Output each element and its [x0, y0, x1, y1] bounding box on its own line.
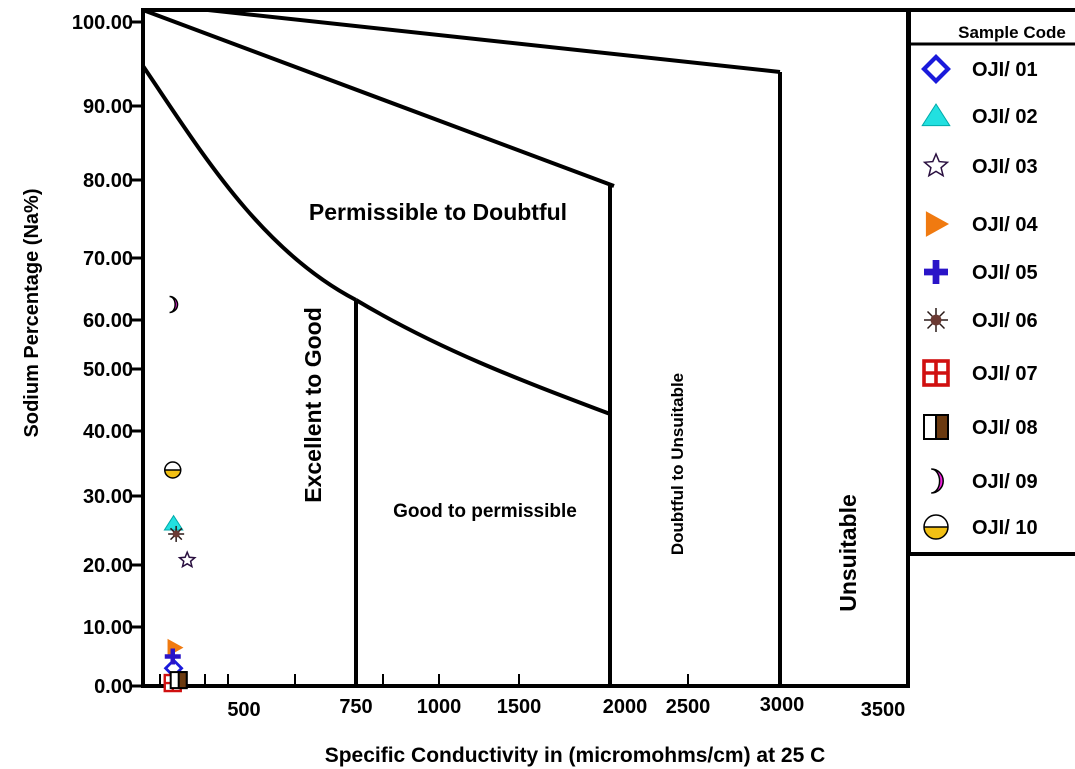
data-point: [177, 550, 197, 569]
legend-marker: [924, 260, 948, 284]
legend: Sample Code OJI/ 01 OJI/ 02 OJI/ 03 OJI/ 04…: [907, 8, 1075, 556]
y-tick-label: 30.00: [83, 486, 133, 508]
legend-item: OJI/ 06: [924, 308, 1038, 332]
legend-marker: [931, 468, 944, 494]
legend-marker: [924, 308, 948, 332]
y-tick-label: 0.00: [94, 676, 133, 698]
data-point: [168, 525, 185, 542]
legend-label: OJI/ 05: [972, 262, 1038, 284]
data-point: [169, 295, 179, 314]
data-point: [167, 638, 184, 657]
legend-item: OJI/ 03: [922, 152, 1038, 178]
y-axis-title: Sodium Percentage (Na%): [21, 189, 43, 438]
plot-frame: [141, 8, 910, 688]
classification-boundaries: [141, 8, 782, 686]
legend-label: OJI/ 09: [972, 471, 1038, 493]
data-point: [164, 461, 182, 479]
x-tick-label: 750: [339, 696, 372, 718]
legend-item: OJI/ 07: [922, 359, 1038, 387]
data-point: [163, 514, 184, 531]
y-tick-label: 70.00: [83, 248, 133, 270]
legend-item: OJI/ 01: [921, 54, 1038, 84]
legend-label: OJI/ 02: [972, 106, 1038, 128]
x-tick-label: 2500: [666, 696, 711, 718]
region-label-doubtful: Doubtful to Unsuitable: [668, 373, 687, 555]
boundary-excellent-curve: [141, 64, 357, 302]
x-tick-label: 3500: [861, 699, 906, 721]
legend-label: OJI/ 03: [972, 156, 1038, 178]
legend-item: OJI/ 05: [924, 260, 1038, 284]
y-tick-label: 50.00: [83, 359, 133, 381]
legend-label: OJI/ 04: [972, 214, 1038, 236]
legend-marker: [922, 152, 950, 178]
legend-marker: [923, 414, 949, 440]
y-axis-tick-labels: 0.00 10.00 20.00 30.00 40.00 50.00 60.00…: [72, 12, 133, 698]
y-tick-label: 60.00: [83, 310, 133, 332]
legend-item: OJI/ 04: [925, 211, 1038, 237]
y-tick-label: 100.00: [72, 12, 133, 34]
y-tick-label: 10.00: [83, 617, 133, 639]
data-point: [169, 671, 188, 690]
data-points: [163, 295, 197, 693]
legend-item: OJI/ 10: [923, 514, 1038, 540]
legend-label: OJI/ 06: [972, 310, 1038, 332]
x-tick-label: 1500: [497, 696, 542, 718]
boundary-permissible-curve: [354, 298, 611, 416]
boundary-unsuitable-line: [207, 8, 781, 74]
y-tick-label: 40.00: [83, 421, 133, 443]
legend-item: OJI/ 02: [921, 103, 1038, 128]
legend-marker: [921, 103, 951, 127]
boundary-doubtful-line: [142, 8, 615, 188]
legend-label: OJI/ 01: [972, 59, 1038, 81]
data-point: [164, 648, 181, 665]
legend-marker: [925, 211, 950, 237]
region-label-excellent: Excellent to Good: [300, 307, 326, 503]
y-tick-label: 80.00: [83, 170, 133, 192]
legend-label: OJI/ 07: [972, 363, 1038, 385]
region-label-permissible: Permissible to Doubtful: [309, 199, 567, 225]
x-axis-tick-labels: 500 750 1000 1500 2000 2500 3000 3500: [227, 694, 905, 721]
x-axis-ticks: [159, 674, 781, 686]
x-tick-label: 500: [227, 699, 260, 721]
legend-item: OJI/ 09: [931, 468, 1038, 494]
legend-marker: [921, 54, 951, 84]
y-axis-ticks: [131, 20, 143, 688]
legend-label: OJI/ 08: [972, 417, 1038, 439]
region-label-good: Good to permissible: [393, 501, 577, 522]
legend-marker: [923, 514, 949, 540]
region-label-unsuitable: Unsuitable: [835, 494, 861, 612]
legend-item: OJI/ 08: [923, 414, 1038, 440]
legend-marker: [922, 359, 950, 387]
y-tick-label: 90.00: [83, 96, 133, 118]
x-tick-label: 1000: [417, 696, 462, 718]
x-tick-label: 2000: [603, 696, 648, 718]
y-tick-label: 20.00: [83, 555, 133, 577]
legend-label: OJI/ 10: [972, 517, 1038, 539]
legend-title: Sample Code: [958, 23, 1066, 42]
x-axis-title: Specific Conductivity in (micromohms/cm)…: [325, 744, 826, 767]
x-tick-label: 3000: [760, 694, 805, 716]
